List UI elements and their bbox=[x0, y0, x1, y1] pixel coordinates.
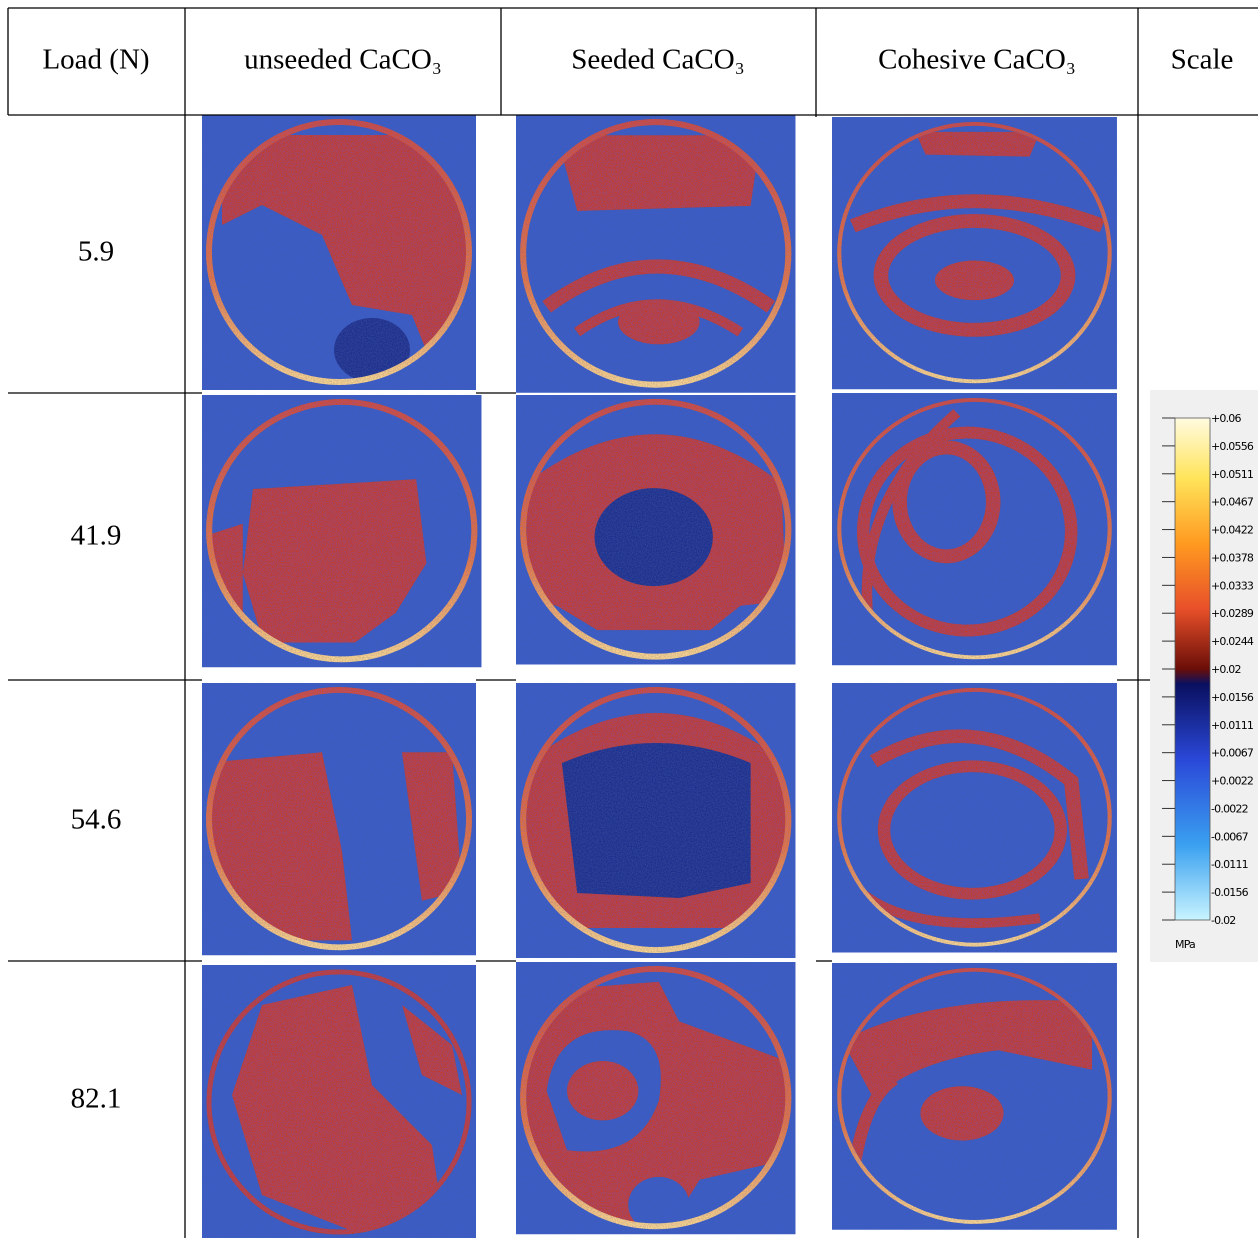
scale-label: -0.0067 bbox=[1211, 830, 1249, 843]
load-cell: 41.9 bbox=[71, 520, 122, 552]
fringe-images bbox=[202, 115, 1117, 1238]
header-cell: Cohesive CaCO₃ bbox=[878, 44, 1076, 76]
header-cell: Load (N) bbox=[42, 44, 149, 76]
color-scale: MPa +0.06 +0.0556 +0.0511 +0.0467 +0.0422 +0.… bbox=[1150, 390, 1258, 962]
scale-label: +0.0556 bbox=[1211, 440, 1254, 453]
scale-label: +0.0333 bbox=[1211, 579, 1254, 592]
scale-label: +0.0422 bbox=[1211, 524, 1253, 537]
load-cell: 5.9 bbox=[78, 236, 114, 268]
scale-unit: MPa bbox=[1175, 938, 1195, 951]
scale-label: -0.0111 bbox=[1211, 858, 1248, 871]
scale-label: -0.0022 bbox=[1211, 802, 1248, 815]
scale-label: +0.0289 bbox=[1211, 607, 1254, 620]
scale-label: +0.0111 bbox=[1211, 719, 1253, 732]
scale-label: -0.02 bbox=[1211, 914, 1235, 927]
scale-label: +0.0378 bbox=[1211, 551, 1254, 564]
load-cell: 54.6 bbox=[71, 804, 122, 836]
scale-label: +0.0467 bbox=[1211, 496, 1254, 509]
header-cell: Scale bbox=[1171, 44, 1234, 76]
scale-label: +0.0511 bbox=[1211, 468, 1253, 481]
header-cell: unseeded CaCO₃ bbox=[244, 44, 442, 76]
scale-label: +0.0156 bbox=[1211, 691, 1254, 704]
scale-label: +0.06 bbox=[1211, 412, 1242, 425]
scale-label: +0.0244 bbox=[1211, 635, 1254, 648]
scale-label: +0.0022 bbox=[1211, 775, 1253, 788]
header-cell: Seeded CaCO₃ bbox=[571, 44, 745, 76]
scale-label: +0.0067 bbox=[1211, 747, 1254, 760]
table-grid bbox=[7, 7, 1258, 1238]
scale-label: -0.0156 bbox=[1211, 886, 1249, 899]
load-cell: 82.1 bbox=[71, 1083, 122, 1115]
scale-label: +0.02 bbox=[1211, 663, 1241, 676]
